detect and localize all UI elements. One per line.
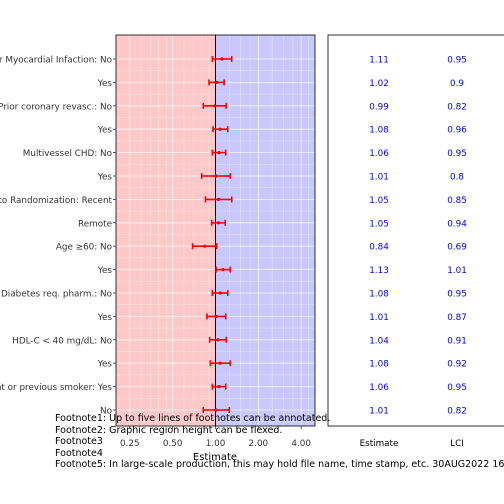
table-column-header: LCI (450, 439, 464, 449)
x-axis-label: Estimate (193, 452, 237, 463)
table-cell-lci: 0.9 (450, 79, 464, 89)
table-cell-lci: 1.01 (447, 266, 467, 276)
point-estimate (214, 408, 218, 412)
footnote-2: Footnote2: Graphic region height can be … (55, 424, 283, 436)
point-estimate (214, 174, 218, 178)
point-estimate (216, 338, 220, 342)
x-tick-label: 1.00 (206, 439, 226, 449)
x-tick-label: 0.50 (163, 439, 183, 449)
table-cell-lci: 0.82 (447, 407, 467, 417)
table-cell-lci: 0.92 (447, 360, 467, 370)
point-estimate (215, 80, 219, 84)
table-cell-estimate: 1.06 (369, 383, 389, 393)
table-cell-estimate: 1.08 (369, 360, 389, 370)
table-cell-estimate: 1.08 (369, 290, 389, 300)
table-cell-estimate: 1.04 (369, 336, 389, 346)
point-estimate (216, 197, 221, 201)
row-label: Yes (97, 126, 113, 136)
table-cell-estimate: 1.13 (369, 266, 389, 276)
row-label: Yes (97, 313, 113, 323)
point-estimate (218, 361, 222, 365)
grid-lines (115, 34, 316, 427)
row-label: Time to Randomization: Recent (0, 196, 113, 206)
table-cell-lci: 0.95 (447, 149, 467, 159)
table-cell-lci: 0.69 (447, 243, 467, 253)
error-bars (191, 56, 233, 413)
table-cell-estimate: 1.01 (369, 173, 389, 183)
table-cell-lci: 0.94 (447, 219, 467, 229)
table-column-header: Estimate (360, 439, 399, 449)
row-label: Multivessel CHD: No (23, 149, 112, 159)
table-cell-lci: 0.96 (447, 126, 467, 136)
table-cell-estimate: 1.02 (369, 79, 389, 89)
row-label: Yes (97, 79, 113, 89)
table-cell-lci: 0.91 (447, 336, 467, 346)
row-labels: Prior Myocardial Infaction: No Yes Prior c… (0, 56, 116, 417)
point-estimate (213, 104, 217, 108)
x-tick-label: 4.00 (291, 439, 311, 449)
estimate-table: 1.11 0.95 1.02 0.9 0.99 0.82 1.08 0.96 1.06 0.95 1… (327, 34, 504, 449)
table-cell-lci: 0.8 (450, 173, 464, 183)
table-cell-lci: 0.95 (447, 290, 467, 300)
row-label: Diabetes req. pharm.: No (1, 290, 112, 300)
point-estimate (214, 314, 218, 318)
table-cell-estimate: 1.08 (369, 126, 389, 136)
row-label: Yes (97, 266, 113, 276)
table-cell-lci: 0.85 (447, 196, 467, 206)
shade-left (116, 35, 216, 426)
x-tick-label: 2.00 (249, 439, 269, 449)
table-cell-estimate: 1.05 (369, 196, 389, 206)
point-estimate (221, 268, 225, 272)
table-panel-border (327, 34, 504, 427)
point-estimate (218, 127, 222, 131)
plot-panel-background (116, 35, 315, 426)
x-tick-label: 0.25 (120, 439, 140, 449)
row-label: Current or previous smoker: Yes (0, 383, 112, 393)
point-estimate (216, 221, 221, 225)
table-cell-lci: 0.95 (447, 56, 467, 66)
table-cell-estimate: 1.05 (369, 219, 389, 229)
footnote-5: Footnote5: In large-scale production, th… (55, 459, 504, 470)
table-cell-estimate: 0.84 (369, 243, 389, 253)
point-estimate (203, 244, 207, 248)
table-cell-estimate: 1.01 (369, 313, 389, 323)
point-estimate (217, 385, 221, 389)
table-cell-lci: 0.82 (447, 102, 467, 112)
footnote-3: Footnote3 (55, 436, 103, 447)
row-label: Prior coronary revasc.: No (0, 102, 112, 112)
row-label: Yes (97, 173, 113, 183)
row-label: Prior Myocardial Infaction: No (0, 56, 112, 66)
x-axis-ticks: 0.25 0.50 1.00 2.00 4.00 (120, 426, 311, 449)
point-estimate (217, 151, 221, 155)
point-estimate (220, 57, 224, 61)
table-cell-estimate: 1.01 (369, 407, 389, 417)
footnote-4: Footnote4 (55, 447, 103, 459)
row-label: No (100, 407, 112, 417)
table-cell-estimate: 1.06 (369, 149, 389, 159)
table-cell-lci: 0.87 (447, 313, 467, 323)
table-cell-estimate: 1.11 (369, 56, 389, 66)
point-estimate (218, 291, 222, 295)
table-cell-estimate: 0.99 (369, 102, 389, 112)
row-label: Remote (78, 219, 112, 229)
row-label: Age ≥60: No (56, 243, 112, 253)
row-label: HDL-C < 40 mg/dL: No (12, 336, 112, 346)
shade-right (215, 35, 315, 426)
footnotes: Footnote1: Up to five lines of footnotes… (55, 413, 504, 471)
footnote-1: Footnote1: Up to five lines of footnotes… (55, 413, 331, 424)
row-label: Yes (97, 360, 113, 370)
point-estimates (203, 57, 225, 412)
table-cell-lci: 0.95 (447, 383, 467, 393)
